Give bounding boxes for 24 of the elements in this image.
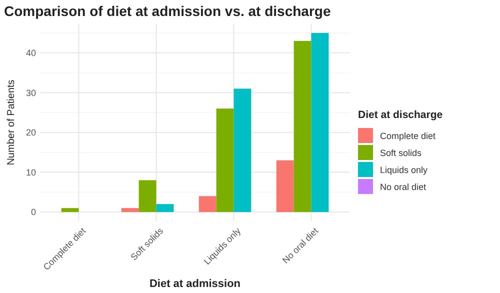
y-tick-label: 30: [26, 88, 36, 98]
bar: [156, 204, 174, 212]
bar: [234, 88, 252, 212]
y-tick-label: 20: [26, 128, 36, 138]
legend-label: Soft solids: [380, 148, 422, 158]
legend-label: No oral diet: [380, 182, 427, 192]
bar: [61, 208, 79, 212]
y-tick-label: 10: [26, 167, 36, 178]
bar: [311, 32, 329, 212]
legend-label: Complete diet: [380, 131, 436, 142]
bar: [198, 196, 216, 212]
legend-label: Liquids only: [380, 165, 428, 176]
x-tick-label: No oral diet: [280, 225, 320, 266]
bar: [276, 160, 294, 212]
x-axis-title: Diet at admission: [149, 278, 241, 290]
chart-title: Comparison of diet at admission vs. at discharge: [4, 3, 331, 19]
y-axis-title: Number of Patients: [6, 80, 17, 166]
bar: [216, 108, 234, 212]
y-tick-label: 0: [30, 207, 36, 218]
legend-title: Diet at discharge: [358, 109, 443, 121]
y-tick-label: 40: [26, 48, 36, 58]
bar: [294, 40, 312, 212]
bar: [138, 180, 156, 212]
bar: [121, 208, 139, 212]
